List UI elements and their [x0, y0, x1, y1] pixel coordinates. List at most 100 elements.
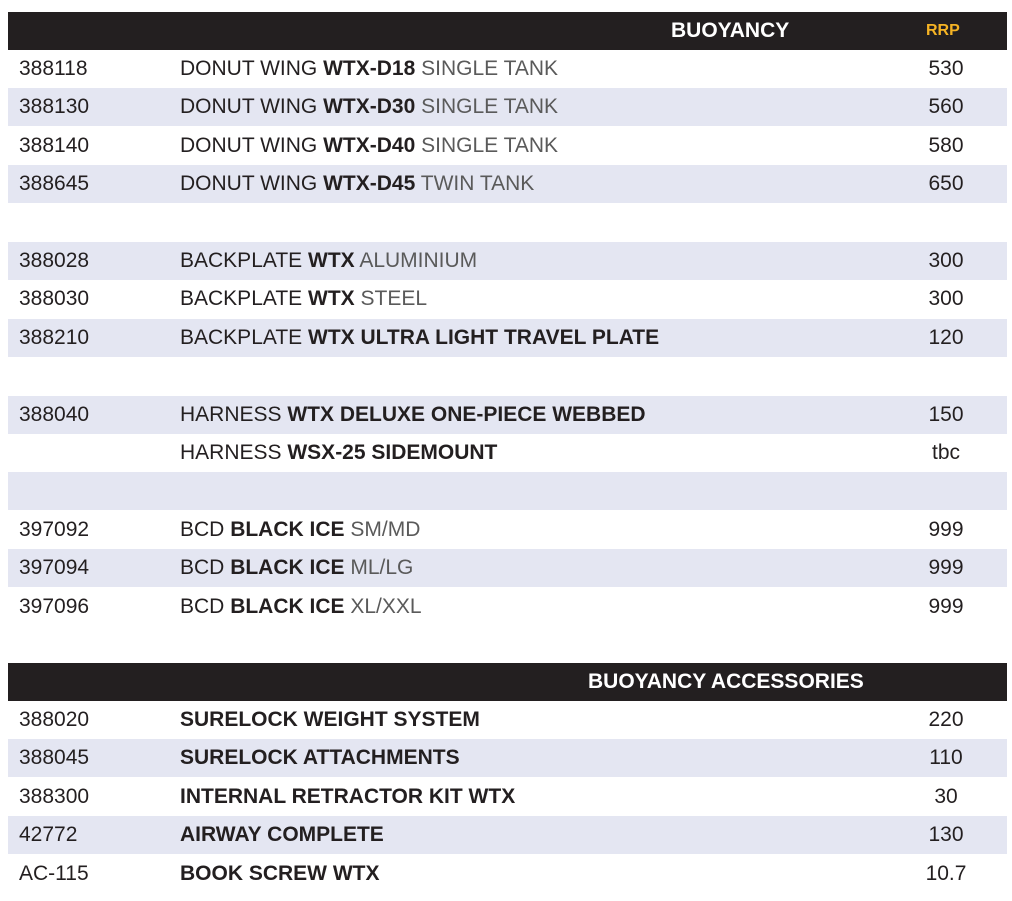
item-price: 130 — [928, 823, 964, 847]
accessories-title: BUOYANCY ACCESSORIES — [588, 670, 864, 693]
description-segment: DONUT WING — [180, 172, 324, 196]
table-row: AC-115 BOOK SCREW WTX 10.7 — [8, 855, 1007, 893]
item-code: 388645 — [19, 172, 90, 196]
description-segment: SURELOCK WEIGHT SYSTEM — [180, 708, 480, 731]
table-row: 388020 SURELOCK WEIGHT SYSTEM 220 — [8, 701, 1007, 739]
description-segment: SINGLE TANK — [415, 95, 559, 119]
item-code: 388118 — [19, 57, 88, 80]
buoyancy-title: BUOYANCY — [671, 19, 790, 42]
table-row: 388130 DONUT WING WTX-D30 SINGLE TANK 560 — [8, 88, 1007, 127]
item-price: 560 — [928, 95, 964, 119]
item-code: 388140 — [19, 133, 90, 157]
item-description: HARNESS WSX-25 SIDEMOUNT — [180, 434, 497, 472]
item-code: 388030 — [19, 287, 90, 311]
item-price: 220 — [928, 708, 964, 731]
description-segment: BACKPLATE — [180, 287, 308, 311]
description-segment: HARNESS — [180, 441, 288, 464]
spacer-row — [8, 472, 1007, 511]
description-segment: AIRWAY COMPLETE — [180, 823, 384, 847]
description-segment: SINGLE TANK — [415, 57, 559, 80]
table-row: 397092 BCD BLACK ICE SM/MD 999 — [8, 511, 1007, 549]
description-segment: WTX — [308, 287, 355, 311]
buoyancy-header: BUOYANCY RRP — [8, 12, 1007, 50]
description-segment: BLACK ICE — [230, 556, 345, 580]
item-price: 300 — [928, 249, 964, 272]
spacer-row — [8, 204, 1007, 242]
description-segment: BACKPLATE — [180, 249, 308, 272]
item-code: 388040 — [19, 402, 90, 426]
rrp-label: RRP — [926, 22, 960, 39]
item-price: 580 — [928, 133, 964, 157]
item-code: 388028 — [19, 249, 90, 272]
item-code: AC-115 — [19, 861, 89, 885]
item-description: DONUT WING WTX-D30 SINGLE TANK — [180, 88, 558, 126]
description-segment: WTX ULTRA LIGHT TRAVEL PLATE — [308, 325, 660, 349]
table-row: 388028 BACKPLATE WTX ALUMINIUM 300 — [8, 242, 1007, 280]
item-code: 388130 — [19, 95, 90, 119]
description-segment: BACKPLATE — [180, 325, 308, 349]
item-description: BCD BLACK ICE ML/LG — [180, 549, 413, 587]
table-row: 388045 SURELOCK ATTACHMENTS 110 — [8, 739, 1007, 778]
description-segment: TWIN TANK — [415, 172, 535, 196]
table-row: 388030 BACKPLATE WTX STEEL 300 — [8, 280, 1007, 318]
item-price: 999 — [928, 517, 964, 541]
table-row: 388300 INTERNAL RETRACTOR KIT WTX 30 — [8, 778, 1007, 816]
item-code: 388045 — [19, 746, 90, 770]
table-row: 388040 HARNESS WTX DELUXE ONE-PIECE WEBBE… — [8, 395, 1007, 434]
description-segment: BCD — [180, 556, 231, 580]
item-price: 10.7 — [925, 861, 967, 885]
item-code: 397096 — [19, 594, 90, 618]
description-segment: WTX DELUXE ONE-PIECE WEBBED — [287, 402, 646, 426]
item-description: BACKPLATE WTX ALUMINIUM — [180, 242, 477, 280]
description-segment: ML/LG — [344, 556, 414, 580]
item-code: 388300 — [19, 784, 90, 808]
description-segment: WTX-D30 — [323, 95, 416, 119]
description-segment: DONUT WING — [180, 95, 324, 119]
item-price: 110 — [929, 746, 963, 770]
item-description: HARNESS WTX DELUXE ONE-PIECE WEBBED — [180, 396, 646, 434]
item-price: tbc — [931, 441, 960, 464]
description-segment: BCD — [180, 594, 231, 618]
item-price: 999 — [928, 556, 964, 580]
description-segment: ALUMINIUM — [354, 249, 478, 272]
table-row: 388118 DONUT WING WTX-D18 SINGLE TANK 530 — [8, 50, 1007, 88]
item-code: 388020 — [19, 708, 90, 731]
item-description: INTERNAL RETRACTOR KIT WTX — [180, 778, 515, 816]
item-code: 42772 — [19, 823, 78, 847]
description-segment: STEEL — [354, 287, 428, 311]
item-code: 388210 — [19, 325, 90, 349]
item-price: 300 — [928, 287, 964, 311]
description-segment: DONUT WING — [180, 57, 324, 80]
item-price: 530 — [928, 57, 964, 80]
description-segment: BOOK SCREW WTX — [180, 861, 380, 885]
description-segment: DONUT WING — [180, 133, 324, 157]
table-row: 388210 BACKPLATE WTX ULTRA LIGHT TRAVEL P… — [8, 318, 1007, 357]
description-segment: WTX — [308, 249, 355, 272]
accessories-header: BUOYANCY ACCESSORIES — [8, 663, 1007, 701]
description-segment: WTX-D40 — [323, 133, 416, 157]
item-description: BOOK SCREW WTX — [180, 855, 380, 893]
item-description: DONUT WING WTX-D40 SINGLE TANK — [180, 127, 558, 165]
description-segment: BLACK ICE — [230, 594, 345, 618]
item-description: AIRWAY COMPLETE — [180, 816, 384, 854]
item-price: 650 — [928, 172, 964, 196]
table-row: HARNESS WSX-25 SIDEMOUNT tbc — [8, 434, 1007, 472]
description-segment: BCD — [180, 517, 231, 541]
item-price: 150 — [928, 402, 964, 426]
item-code: 397094 — [19, 556, 90, 580]
description-segment: INTERNAL RETRACTOR KIT WTX — [180, 784, 516, 808]
description-segment: HARNESS — [180, 402, 288, 426]
table-row: 397096 BCD BLACK ICE XL/XXL 999 — [8, 588, 1007, 626]
table-row: 388645 DONUT WING WTX-D45 TWIN TANK 650 — [8, 165, 1007, 204]
item-description: SURELOCK ATTACHMENTS — [180, 739, 460, 777]
item-code: 397092 — [19, 517, 90, 541]
item-price: 999 — [928, 594, 964, 618]
item-price: 30 — [934, 784, 958, 808]
item-price: 120 — [928, 325, 964, 349]
item-description: DONUT WING WTX-D45 TWIN TANK — [180, 165, 534, 203]
description-segment: WTX-D45 — [323, 172, 416, 196]
table-row: 397094 BCD BLACK ICE ML/LG 999 — [8, 549, 1007, 588]
spacer-row — [8, 357, 1007, 395]
description-segment: SM/MD — [344, 517, 421, 541]
